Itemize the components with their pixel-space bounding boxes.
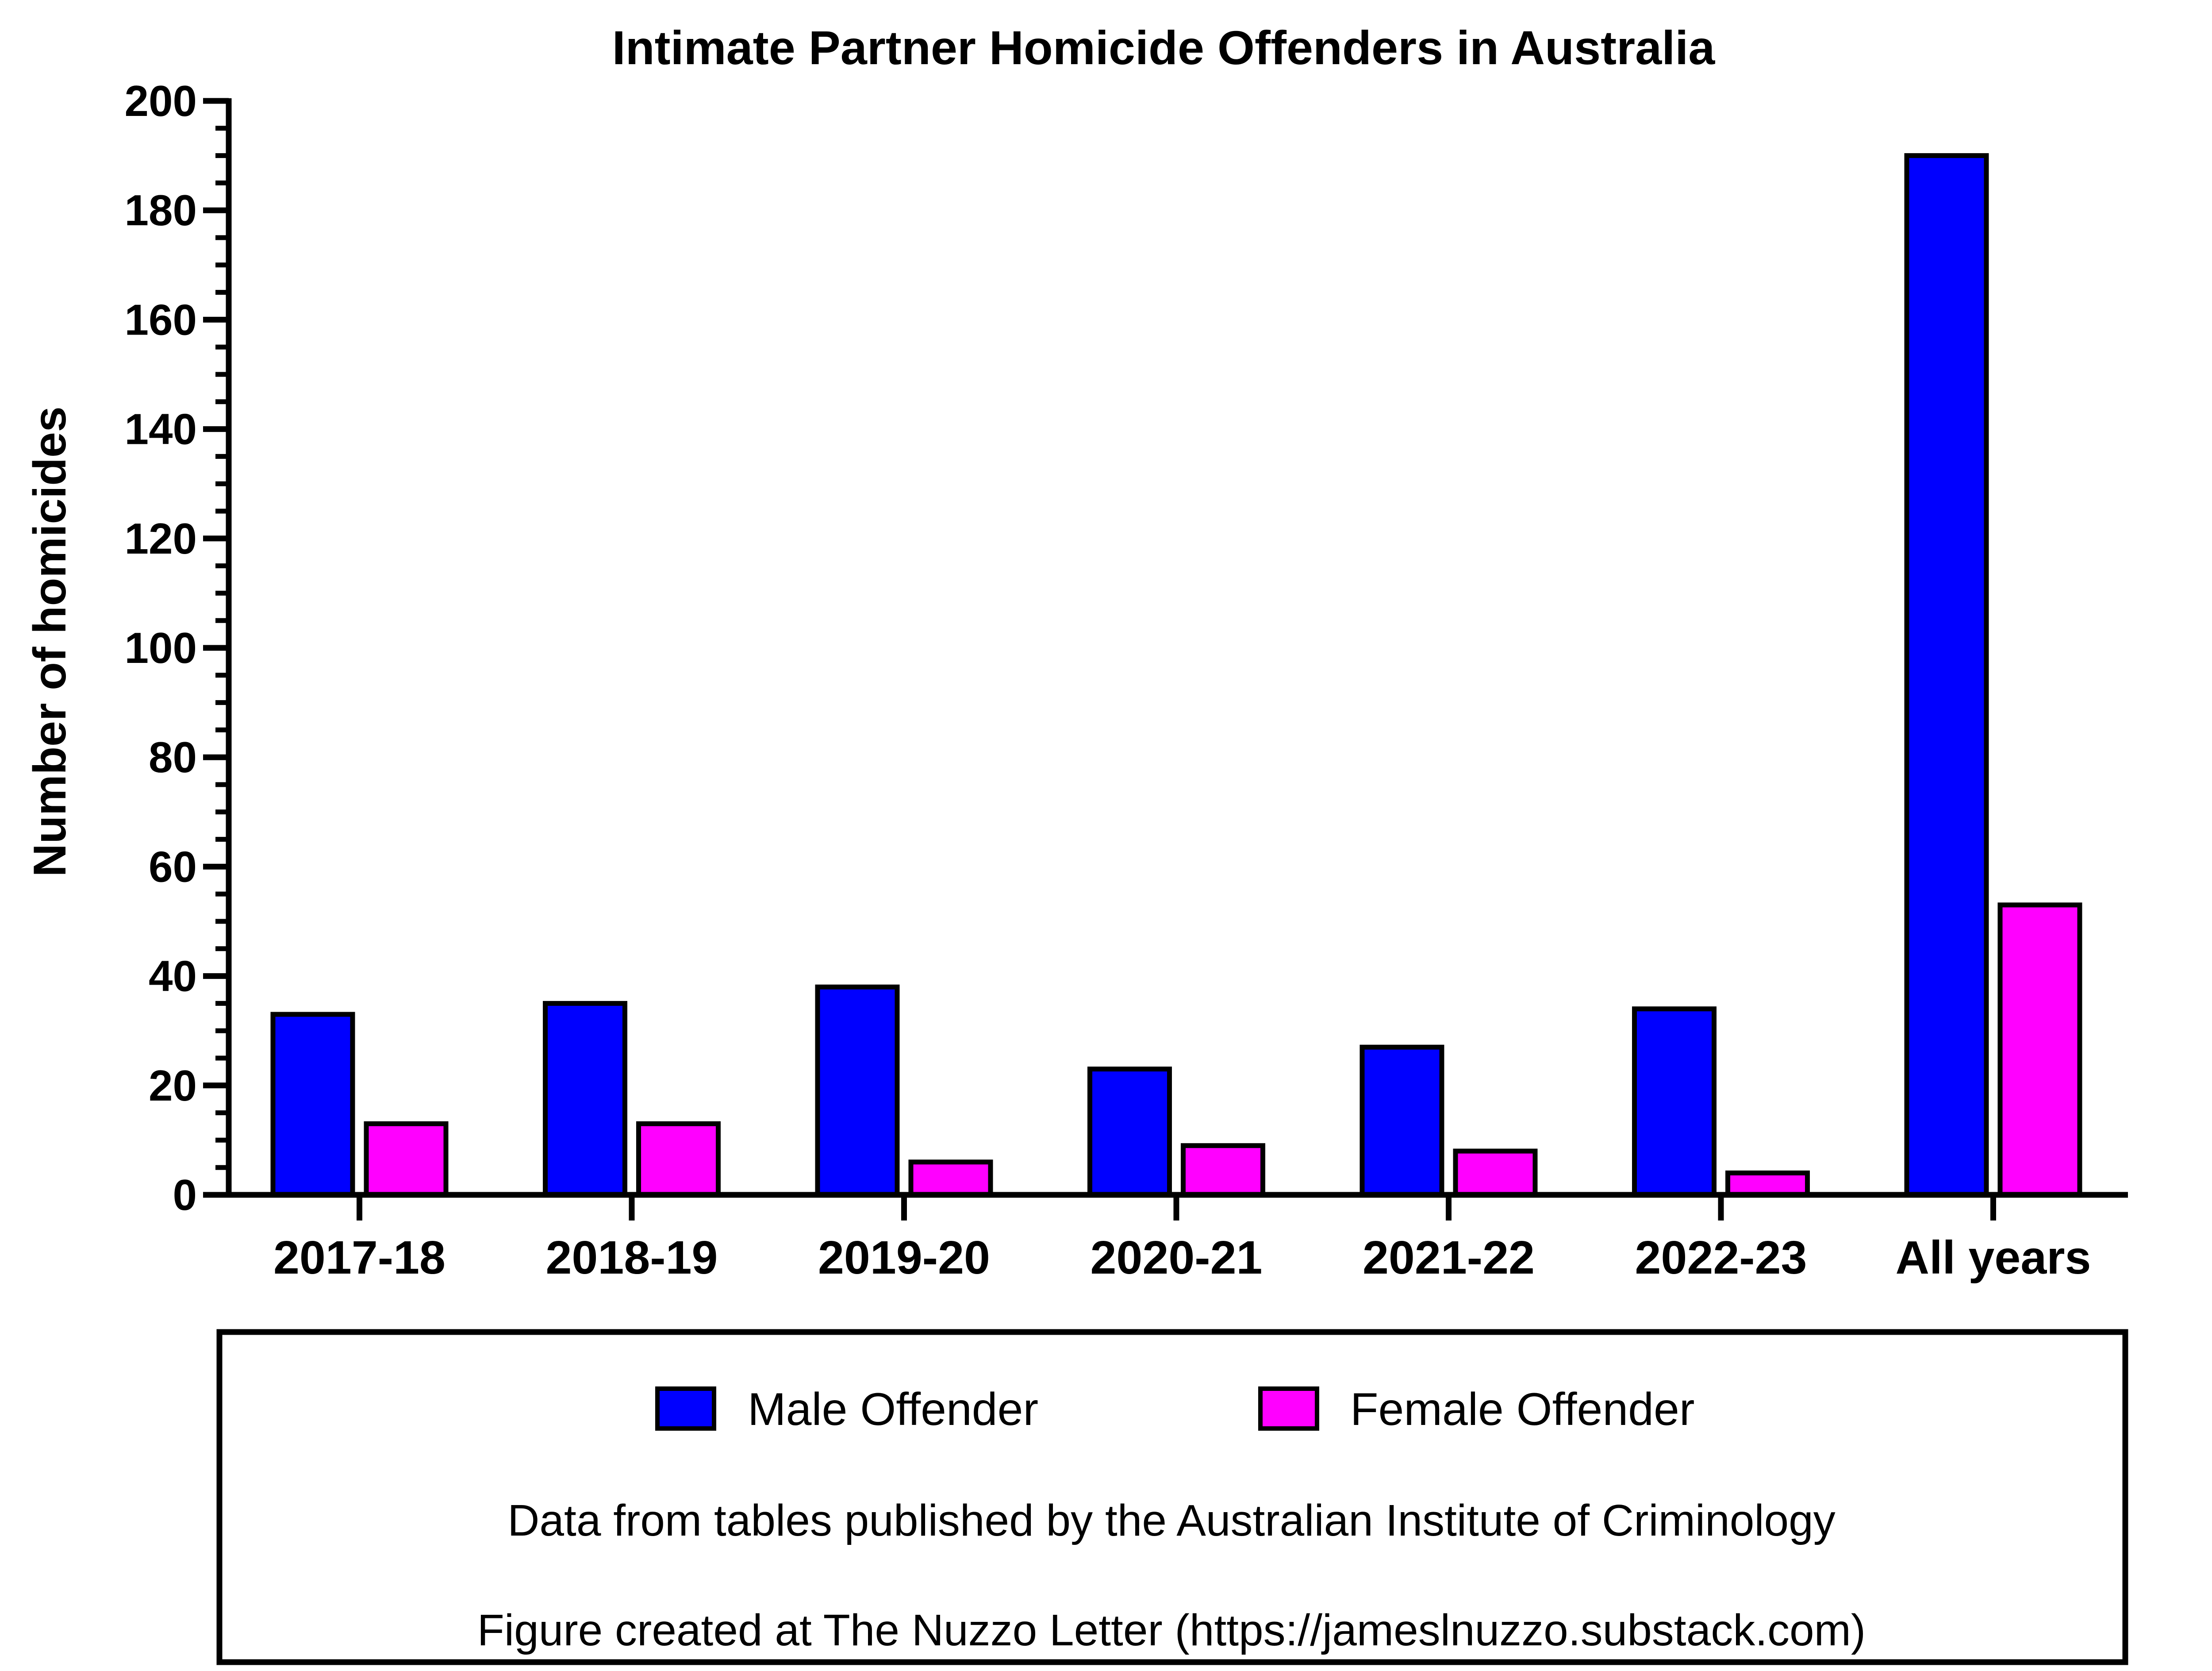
chart-title: Intimate Partner Homicide Offenders in A… — [612, 21, 1716, 74]
bar-female — [1181, 1143, 1265, 1197]
x-axis-ticks: 2017-18 2018-19 2019-20 2020-21 2021-22 2022-… — [273, 1195, 2091, 1284]
bar-male — [1904, 153, 1989, 1197]
source-note: Data from tables published by the Austra… — [507, 1496, 1836, 1545]
bars-group — [270, 153, 2082, 1197]
legend-swatch-female — [1258, 1386, 1319, 1431]
y-tick-label: 80 — [149, 733, 197, 782]
legend-label-male: Male Offender — [748, 1384, 1038, 1435]
bar-female — [1997, 902, 2082, 1197]
y-tick-label: 0 — [173, 1170, 197, 1219]
bar-male — [543, 1001, 627, 1197]
x-tick-label: 2019-20 — [818, 1232, 990, 1284]
x-tick-label: 2017-18 — [273, 1232, 445, 1284]
y-tick-label: 100 — [124, 624, 197, 672]
legend-box — [216, 1329, 2128, 1665]
y-tick-label: 20 — [149, 1061, 197, 1110]
x-tick-label: 2021-22 — [1363, 1232, 1535, 1284]
bar-female — [1453, 1148, 1538, 1197]
y-tick-label: 120 — [124, 514, 197, 563]
bar-female — [636, 1121, 721, 1197]
y-tick-label: 180 — [124, 186, 197, 235]
legend-label-female: Female Offender — [1350, 1384, 1694, 1435]
bar-female — [908, 1159, 993, 1197]
bar-male — [270, 1012, 355, 1197]
bar-male — [1087, 1067, 1172, 1197]
y-tick-label: 140 — [124, 405, 197, 454]
y-axis-title: Number of homicides — [24, 406, 76, 877]
x-tick-label: 2022-23 — [1635, 1232, 1807, 1284]
y-tick-label: 40 — [149, 952, 197, 1001]
legend-swatch-male — [655, 1386, 716, 1431]
credit-note: Figure created at The Nuzzo Letter (http… — [477, 1606, 1866, 1655]
bar-female — [364, 1121, 449, 1197]
bar-male — [1632, 1006, 1717, 1197]
y-axis-ticks: 0 20 40 60 80 100 120 140 160 180 200 — [124, 77, 229, 1219]
bar-male — [1359, 1044, 1444, 1197]
y-tick-label: 60 — [149, 842, 197, 891]
x-tick-label: 2018-19 — [545, 1232, 718, 1284]
y-tick-label: 200 — [124, 77, 197, 125]
bar-male — [815, 984, 900, 1197]
y-tick-label: 160 — [124, 295, 197, 344]
x-tick-label: All years — [1896, 1232, 2091, 1284]
bar-female — [1725, 1170, 1810, 1197]
x-tick-label: 2020-21 — [1090, 1232, 1262, 1284]
